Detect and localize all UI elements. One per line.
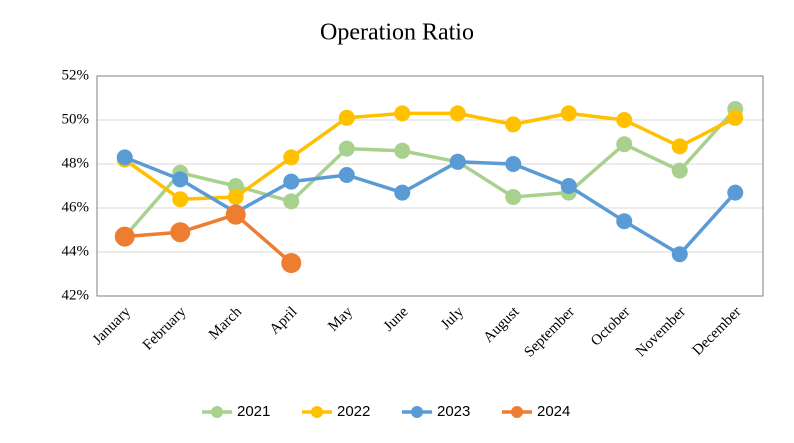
data-point (671, 162, 688, 179)
data-point (170, 222, 191, 243)
data-point (338, 109, 355, 126)
y-tick-label: 42% (62, 287, 90, 303)
data-point (616, 112, 633, 128)
x-tick-label: September (521, 304, 578, 361)
x-tick-label: April (267, 304, 301, 338)
legend-label: 2023 (437, 403, 470, 420)
series-line (123, 111, 737, 201)
legend-swatch-marker (311, 406, 323, 418)
y-tick-label: 48% (62, 155, 90, 171)
chart-title: Operation Ratio (320, 20, 474, 46)
x-tick-label: February (140, 304, 190, 354)
data-point (338, 167, 355, 183)
x-tick-label: March (206, 304, 245, 343)
data-point (281, 253, 302, 273)
data-point (227, 189, 244, 205)
data-point (505, 116, 522, 133)
data-point (671, 138, 688, 155)
series-line (124, 155, 737, 256)
x-tick-label: May (325, 304, 356, 335)
data-point (172, 191, 189, 208)
data-point (449, 153, 466, 170)
x-tick-label: August (481, 303, 524, 346)
y-tick-label: 50% (62, 111, 90, 127)
data-point (560, 178, 577, 194)
data-point (283, 193, 300, 210)
x-tick-label: July (438, 304, 467, 333)
series-line (124, 212, 293, 265)
data-point (727, 184, 744, 201)
data-point (394, 105, 411, 122)
data-point (283, 173, 300, 190)
data-point (727, 109, 744, 126)
data-point (116, 149, 133, 166)
legend-swatch-marker (211, 406, 223, 418)
data-point (225, 204, 246, 225)
legend-label: 2024 (537, 403, 570, 420)
legend-label: 2021 (237, 403, 270, 420)
data-point (671, 246, 688, 263)
data-point (394, 142, 411, 159)
data-point (114, 226, 135, 247)
data-point (172, 171, 189, 188)
data-point (505, 189, 522, 205)
data-point (449, 105, 466, 122)
legend-swatch-marker (411, 406, 423, 418)
y-tick-label: 44% (62, 243, 90, 259)
data-point (505, 156, 522, 172)
y-tick-label: 52% (62, 67, 90, 83)
plot-border (96, 75, 764, 297)
x-tick-label: October (588, 304, 633, 349)
legend-swatch-marker (511, 406, 523, 418)
data-point (227, 178, 244, 194)
data-point (394, 184, 411, 201)
data-point (560, 105, 577, 122)
x-tick-label: November (633, 304, 689, 360)
data-point (616, 136, 633, 153)
y-tick-label: 46% (62, 199, 90, 215)
series-line (123, 107, 737, 238)
x-tick-label: December (690, 304, 745, 359)
x-tick-label: June (381, 304, 412, 335)
data-point (616, 213, 633, 230)
data-point (283, 149, 300, 166)
data-point (338, 140, 355, 157)
legend-label: 2022 (337, 403, 370, 420)
x-tick-label: January (90, 304, 135, 349)
